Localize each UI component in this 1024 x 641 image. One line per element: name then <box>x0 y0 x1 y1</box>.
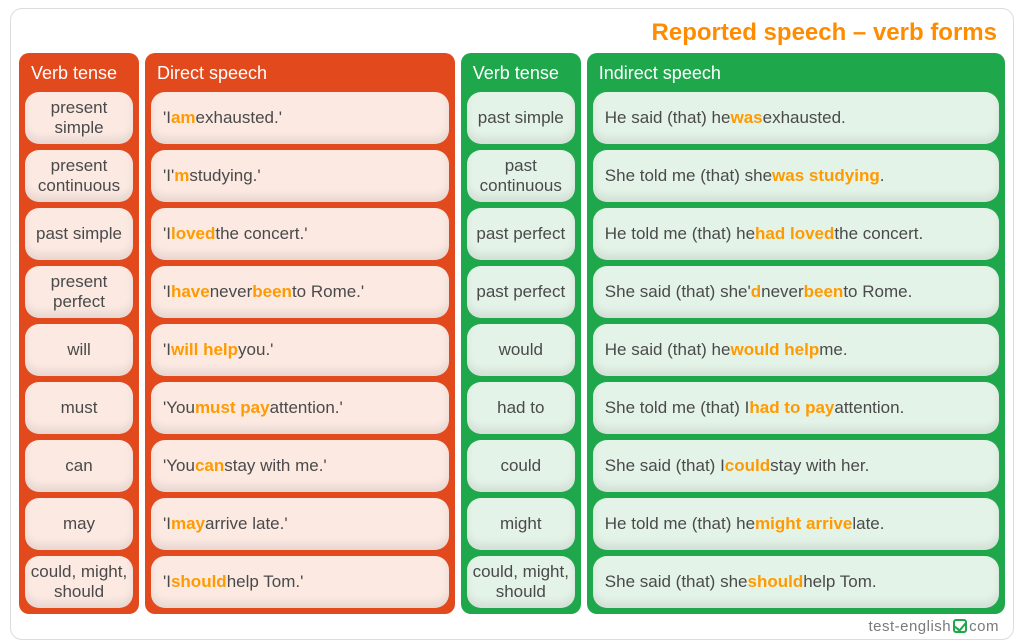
page-title: Reported speech – verb forms <box>19 17 1005 53</box>
example-cell: She told me (that) I had to pay attentio… <box>593 382 999 434</box>
highlight-text: could <box>725 456 770 476</box>
highlight-text: will help <box>171 340 238 360</box>
tense-cell: would <box>467 324 575 376</box>
example-cell: She said (that) she should help Tom. <box>593 556 999 608</box>
cells-direct-tense: present simple present continuous past sim… <box>19 92 139 614</box>
highlight-text: been <box>252 282 292 302</box>
cells-indirect-tense: past simple past continuous past perfect pa… <box>461 92 581 614</box>
footer-credit: test-english com <box>19 614 1005 635</box>
example-cell: He told me (that) he had loved the conce… <box>593 208 999 260</box>
highlight-text: been <box>804 282 844 302</box>
highlight-text: loved <box>171 224 215 244</box>
example-cell: 'You can stay with me.' <box>151 440 449 492</box>
highlight-text: might arrive <box>755 514 852 534</box>
example-cell: 'I loved the concert.' <box>151 208 449 260</box>
footer-prefix: test-english <box>868 618 951 635</box>
tense-cell: present perfect <box>25 266 133 318</box>
header-indirect-tense: Verb tense <box>461 53 581 92</box>
tense-cell: might <box>467 498 575 550</box>
highlight-text: should <box>747 572 803 592</box>
comparison-grid: Verb tense present simple present continu… <box>19 53 1005 614</box>
tense-cell: must <box>25 382 133 434</box>
example-cell: He said (that) he was exhausted. <box>593 92 999 144</box>
tense-cell: could, might, should <box>25 556 133 608</box>
example-cell: He said (that) he would help me. <box>593 324 999 376</box>
highlight-text: had loved <box>755 224 834 244</box>
highlight-text: was studying <box>772 166 880 186</box>
highlight-text: would help <box>730 340 819 360</box>
header-direct-tense: Verb tense <box>19 53 139 92</box>
column-indirect-example: Indirect speech He said (that) he was ex… <box>587 53 1005 614</box>
tense-cell: can <box>25 440 133 492</box>
footer-suffix: com <box>969 618 999 635</box>
highlight-text: must pay <box>195 398 270 418</box>
tense-cell: present continuous <box>25 150 133 202</box>
check-icon <box>953 619 967 633</box>
tense-cell: past simple <box>467 92 575 144</box>
example-cell: 'You must pay attention.' <box>151 382 449 434</box>
example-cell: 'I should help Tom.' <box>151 556 449 608</box>
cells-direct-example: 'I am exhausted.' 'I'm studying.' 'I loved… <box>145 92 455 614</box>
highlight-text: had to pay <box>749 398 834 418</box>
column-indirect-tense: Verb tense past simplepast continuouspas… <box>461 53 581 614</box>
highlight-text: m <box>174 166 189 186</box>
highlight-text: can <box>195 456 224 476</box>
tense-cell: past simple <box>25 208 133 260</box>
cells-indirect-example: He said (that) he was exhausted. She told… <box>587 92 1005 614</box>
content-frame: Reported speech – verb forms Verb tense … <box>10 8 1014 640</box>
example-cell: She told me (that) she was studying. <box>593 150 999 202</box>
example-cell: 'I have never been to Rome.' <box>151 266 449 318</box>
example-cell: She said (that) she'd never been to Rome… <box>593 266 999 318</box>
tense-cell: present simple <box>25 92 133 144</box>
highlight-text: may <box>171 514 205 534</box>
highlight-text: should <box>171 572 227 592</box>
example-cell: 'I am exhausted.' <box>151 92 449 144</box>
tense-cell: will <box>25 324 133 376</box>
example-cell: 'I'm studying.' <box>151 150 449 202</box>
column-direct-tense: Verb tense present simple present continu… <box>19 53 139 614</box>
tense-cell: past perfect <box>467 208 575 260</box>
highlight-text: d <box>751 282 761 302</box>
tense-cell: could, might, should <box>467 556 575 608</box>
example-cell: She said (that) I could stay with her. <box>593 440 999 492</box>
tense-cell: past perfect <box>467 266 575 318</box>
example-cell: He told me (that) he might arrive late. <box>593 498 999 550</box>
column-direct-example: Direct speech 'I am exhausted.' 'I'm stud… <box>145 53 455 614</box>
highlight-text: was <box>730 108 762 128</box>
example-cell: 'I may arrive late.' <box>151 498 449 550</box>
example-cell: 'I will help you.' <box>151 324 449 376</box>
highlight-text: am <box>171 108 196 128</box>
tense-cell: had to <box>467 382 575 434</box>
tense-cell: past continuous <box>467 150 575 202</box>
header-indirect-example: Indirect speech <box>587 53 1005 92</box>
tense-cell: may <box>25 498 133 550</box>
highlight-text: have <box>171 282 210 302</box>
tense-cell: could <box>467 440 575 492</box>
header-direct-example: Direct speech <box>145 53 455 92</box>
